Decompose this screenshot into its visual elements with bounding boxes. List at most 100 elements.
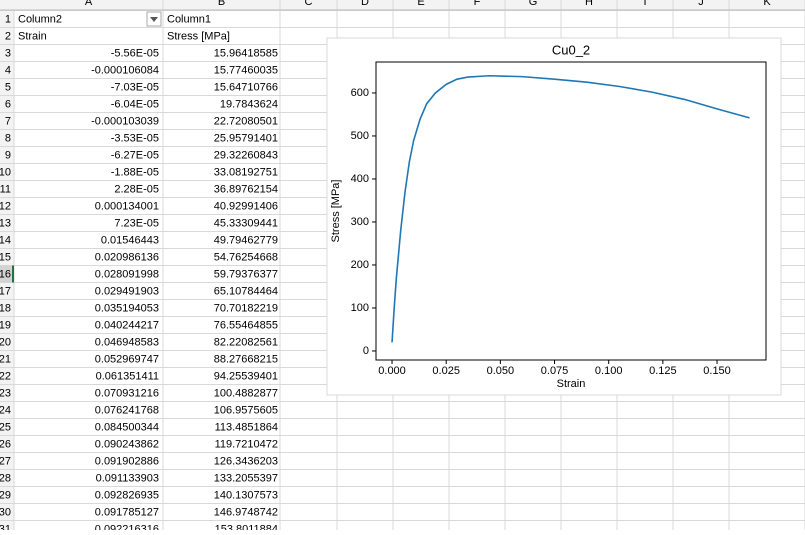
- column-header: E: [417, 0, 424, 8]
- cell: 126.3436203: [214, 455, 278, 467]
- cell: Stress [MPa]: [167, 30, 230, 42]
- row-number: 27: [0, 455, 11, 467]
- x-tick-label: 0.025: [432, 365, 460, 377]
- row-number: 5: [5, 81, 11, 93]
- cell: 70.70182219: [214, 302, 278, 314]
- cell: 65.10784464: [214, 285, 278, 297]
- row-number: 6: [5, 98, 11, 110]
- cell: 100.4882877: [214, 387, 278, 399]
- x-tick-label: 0.000: [378, 365, 406, 377]
- cell: 106.9575605: [214, 404, 278, 416]
- cell: 15.64710766: [214, 81, 278, 93]
- cell: 140.1307573: [214, 489, 278, 501]
- row-number: 22: [0, 370, 11, 382]
- row-number: 20: [0, 336, 11, 348]
- x-tick-label: 0.125: [649, 365, 677, 377]
- cell: 0.091133903: [96, 472, 159, 484]
- row-number: 31: [0, 523, 11, 530]
- cell: 0.070931216: [95, 387, 159, 399]
- cell: 0.090243862: [95, 438, 159, 450]
- cell: Strain: [18, 30, 47, 42]
- cell: 59.79376377: [214, 268, 278, 280]
- y-tick-label: 500: [351, 130, 369, 142]
- cell: 153.8011884: [215, 523, 278, 530]
- filter-arrow: [150, 17, 158, 22]
- chart-title: Cu0_2: [552, 42, 590, 57]
- row-number: 14: [0, 234, 11, 246]
- column-header: G: [529, 0, 538, 8]
- cell: 94.25539401: [214, 370, 278, 382]
- chart-frame: [326, 37, 782, 396]
- cell: 133.2055397: [214, 472, 278, 484]
- row-number: 16: [0, 268, 11, 280]
- column-header: B: [218, 0, 225, 8]
- x-tick-label: 0.050: [487, 365, 515, 377]
- row-number: 18: [0, 302, 11, 314]
- row-number: 26: [0, 438, 11, 450]
- cell: 25.95791401: [214, 132, 278, 144]
- row-number: 17: [0, 285, 11, 297]
- cell: 0.035194053: [95, 302, 159, 314]
- row-number: 19: [0, 319, 11, 331]
- column-header-bar: [0, 0, 805, 10]
- cell: 0.092216316: [95, 523, 159, 530]
- cell: 113.4851864: [215, 421, 278, 433]
- selected-row-header: [0, 265, 14, 283]
- row-number: 12: [0, 200, 11, 212]
- cell: 29.32260843: [214, 149, 278, 161]
- cell: Column1: [167, 13, 211, 25]
- cell: 0.091902886: [95, 455, 159, 467]
- cell: 49.79462779: [214, 234, 278, 246]
- row-number: 15: [0, 251, 11, 263]
- cell: 0.052969747: [95, 353, 159, 365]
- column-header: H: [585, 0, 593, 8]
- cell: 0.029491903: [95, 285, 159, 297]
- cell: -0.000106084: [91, 64, 159, 76]
- cell: 19.7843624: [220, 98, 278, 110]
- row-number: 10: [0, 166, 11, 178]
- cell: 0.01546443: [101, 234, 159, 246]
- cell: 7.23E-05: [114, 217, 159, 229]
- cell: 82.22082561: [214, 336, 278, 348]
- row-number: 9: [5, 149, 11, 161]
- x-tick-label: 0.150: [703, 365, 731, 377]
- cell: 0.000134001: [95, 200, 159, 212]
- y-tick-label: 0: [363, 345, 369, 357]
- cell: 0.040244217: [95, 319, 159, 331]
- y-tick-label: 600: [351, 87, 369, 99]
- column-header: F: [474, 0, 481, 8]
- x-tick-label: 0.075: [541, 365, 569, 377]
- cell: 54.76254668: [214, 251, 278, 263]
- cell: 2.28E-05: [114, 183, 159, 195]
- column-header: I: [643, 0, 646, 8]
- cell: 0.091785127: [95, 506, 159, 518]
- y-tick-label: 400: [351, 173, 369, 185]
- cell: -3.53E-05: [111, 132, 159, 144]
- row-number: 13: [0, 217, 11, 229]
- cell: 36.89762154: [214, 183, 278, 195]
- y-tick-label: 300: [351, 216, 369, 228]
- y-tick-label: 200: [351, 259, 369, 271]
- cell: -6.27E-05: [111, 149, 159, 161]
- cell: 0.061351411: [96, 370, 159, 382]
- cell: 119.7210472: [215, 438, 278, 450]
- row-number: 4: [5, 64, 11, 76]
- cell: 45.33309441: [214, 217, 278, 229]
- cell: 0.028091998: [95, 268, 159, 280]
- cell: 0.076241768: [95, 404, 159, 416]
- cell: -1.88E-05: [111, 166, 159, 178]
- cell: 15.77460035: [214, 64, 278, 76]
- row-number: 24: [0, 404, 11, 416]
- column-header: D: [361, 0, 369, 8]
- cell: 76.55464855: [214, 319, 278, 331]
- row-number: 3: [5, 47, 11, 59]
- cell: -7.03E-05: [111, 81, 159, 93]
- row-number: 29: [0, 489, 11, 501]
- row-number: 21: [0, 353, 11, 365]
- row-number: 28: [0, 472, 11, 484]
- row-number: 25: [0, 421, 11, 433]
- cell: -5.56E-05: [111, 47, 159, 59]
- column-header: A: [85, 0, 93, 8]
- y-axis-label: Stress [MPa]: [330, 180, 342, 243]
